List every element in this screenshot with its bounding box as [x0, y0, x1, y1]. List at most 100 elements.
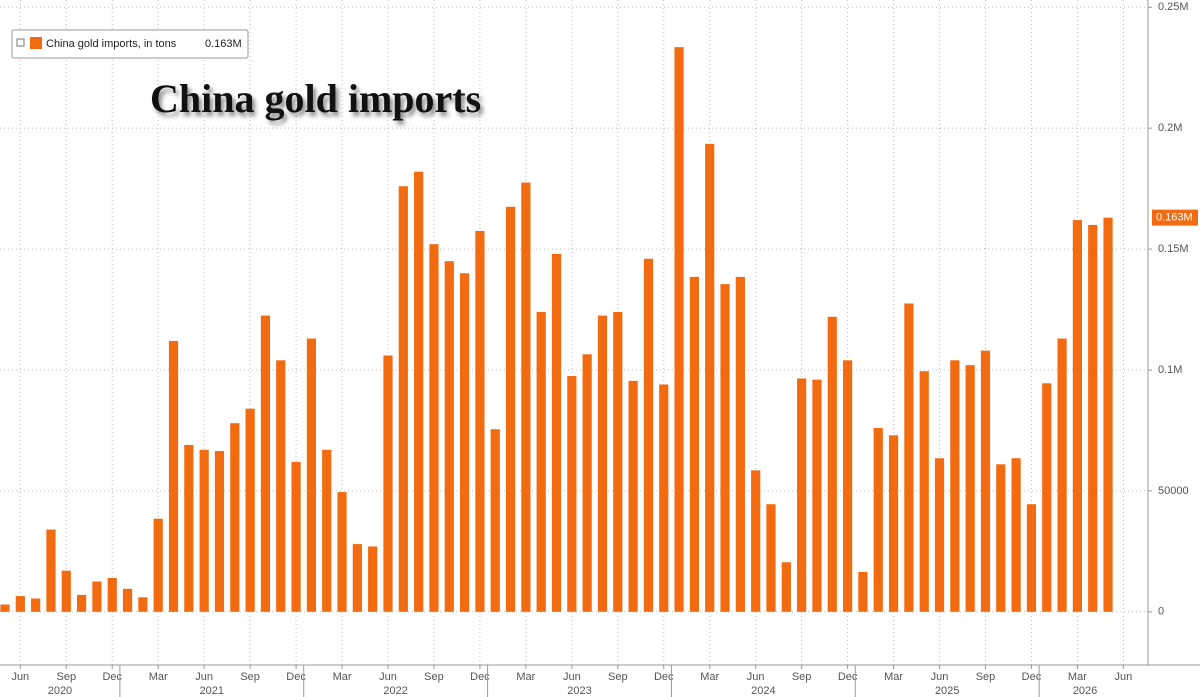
x-tick-label: Dec [286, 671, 306, 683]
bar [1026, 504, 1037, 612]
x-tick-label: Jun [195, 671, 213, 683]
x-tick-label: Sep [976, 671, 996, 683]
bar [705, 143, 715, 612]
bar [674, 47, 684, 612]
bar [1011, 458, 1021, 612]
bar [858, 571, 868, 612]
y-tick-label: 0.15M [1158, 243, 1189, 255]
bar [827, 316, 837, 612]
bar [735, 276, 745, 612]
bar [888, 435, 899, 612]
bar [245, 408, 255, 612]
bar [643, 258, 654, 612]
x-tick-label: Jun [747, 671, 765, 683]
bar [628, 380, 638, 612]
bar [168, 340, 179, 612]
legend-value: 0.163M [205, 38, 242, 50]
x-tick-label: Dec [1022, 671, 1042, 683]
x-tick-label: Mar [1068, 671, 1087, 683]
bar [107, 577, 117, 612]
bar [613, 311, 623, 612]
bar [184, 444, 194, 612]
bar [919, 371, 929, 612]
bar [31, 598, 41, 612]
bar [322, 449, 332, 612]
x-tick-label: Sep [56, 671, 76, 683]
bar [61, 570, 71, 612]
bar [199, 449, 209, 612]
bar [398, 186, 408, 612]
bar [551, 253, 562, 612]
x-tick-label: Sep [792, 671, 812, 683]
bar [843, 360, 853, 612]
bar [980, 350, 991, 612]
bar [414, 171, 424, 612]
x-tick-label: Jun [1114, 671, 1132, 683]
x-tick-label: Mar [516, 671, 535, 683]
y-tick-label: 0 [1158, 606, 1164, 618]
year-label: 2021 [200, 685, 224, 697]
bar [46, 529, 56, 612]
bar [689, 276, 699, 612]
x-tick-label: Mar [333, 671, 352, 683]
bar [751, 470, 761, 612]
annotation: China gold imports [150, 76, 481, 121]
y-tick-label: 0.25M [1158, 1, 1189, 13]
year-label: 2024 [751, 685, 775, 697]
bar [597, 315, 608, 612]
legend-toggle[interactable] [16, 38, 25, 47]
year-label: 2026 [1073, 685, 1097, 697]
bar [1088, 224, 1098, 612]
bar [138, 597, 148, 612]
bar [460, 273, 470, 612]
bar [92, 581, 102, 612]
bar [0, 604, 10, 612]
bar [797, 378, 807, 612]
bar [812, 379, 822, 612]
bar [1103, 217, 1113, 612]
year-label: 2025 [935, 685, 959, 697]
bar [904, 303, 914, 612]
bar [950, 360, 960, 612]
x-tick-label: Jun [931, 671, 949, 683]
legend-swatch [30, 37, 42, 49]
bar [444, 261, 454, 612]
bar [781, 562, 791, 612]
bar [230, 423, 240, 612]
bar [1057, 338, 1067, 612]
y-tick-label: 50000 [1158, 485, 1189, 497]
bar [996, 464, 1006, 612]
bar [475, 230, 485, 612]
x-tick-label: Mar [884, 671, 903, 683]
bar [429, 244, 439, 612]
bar [521, 182, 531, 612]
bar [337, 492, 347, 612]
bar [505, 206, 516, 612]
y-tick-label: 0.2M [1158, 122, 1182, 134]
legend-label: China gold imports, in tons [46, 38, 177, 50]
x-tick-label: Sep [424, 671, 444, 683]
y-tick-label: 0.1M [1158, 364, 1182, 376]
x-tick-label: Dec [102, 671, 122, 683]
legend-box [11, 29, 249, 59]
bar [368, 546, 378, 612]
bar [873, 428, 883, 612]
bar [291, 461, 301, 612]
bar [77, 594, 87, 612]
x-tick-label: Sep [240, 671, 260, 683]
x-tick-label: Mar [700, 671, 719, 683]
x-tick-label: Dec [470, 671, 490, 683]
year-label: 2022 [383, 685, 407, 697]
bar [260, 315, 271, 612]
bar [965, 365, 975, 612]
bar [659, 384, 669, 612]
last-value-tag [1152, 209, 1198, 226]
bar [766, 504, 776, 612]
bar [582, 354, 592, 612]
x-tick-label: Jun [563, 671, 581, 683]
bar [1042, 383, 1052, 612]
x-tick-label: Dec [838, 671, 858, 683]
bar [536, 311, 546, 612]
bar [934, 458, 945, 612]
